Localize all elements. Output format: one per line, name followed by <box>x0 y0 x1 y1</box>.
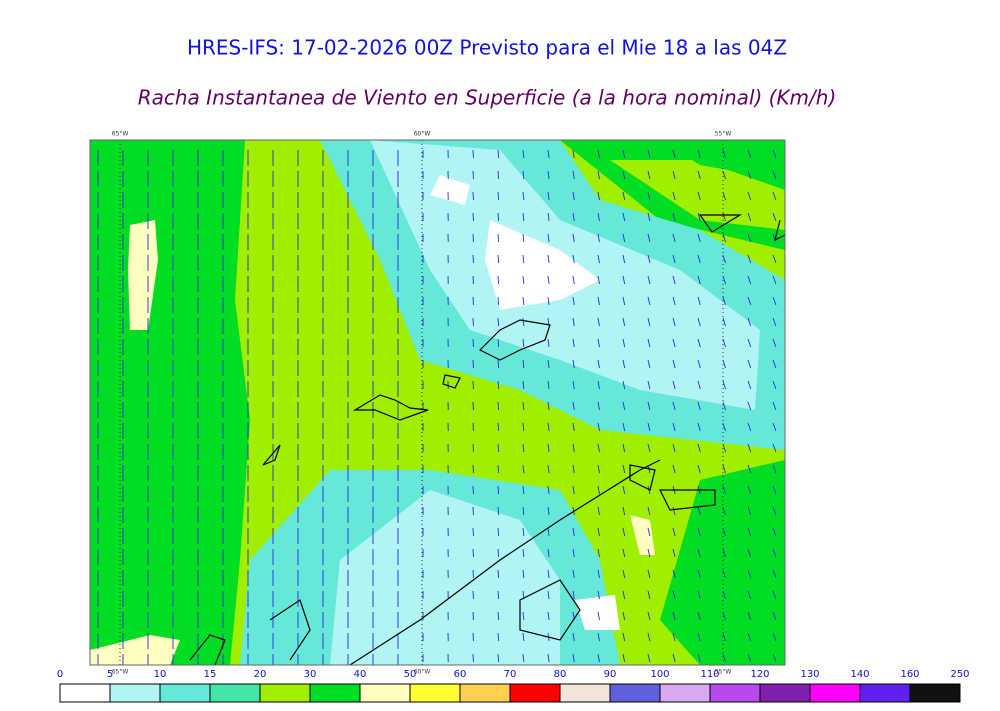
colorbar-label: 20 <box>254 669 267 680</box>
colorbar-box <box>660 684 710 702</box>
map <box>90 140 785 670</box>
colorbar-label: 15 <box>204 669 217 680</box>
colorbar-label: 80 <box>554 669 567 680</box>
colorbar-label: 160 <box>900 669 919 680</box>
colorbar-label: 110 <box>700 669 719 680</box>
title: HRES-IFS: 17-02-2026 00Z Previsto para e… <box>187 36 787 60</box>
longitude-label: 55°W <box>715 131 732 138</box>
colorbar-label: 90 <box>604 669 617 680</box>
colorbar-label: 50 <box>404 669 417 680</box>
colorbar-box <box>910 684 960 702</box>
colorbar-box <box>560 684 610 702</box>
colorbar-label: 130 <box>800 669 819 680</box>
colorbar: 0 5 10 15 20 30 40 50 60 70 80 90 100 110 120 130 140 160… <box>57 669 970 702</box>
longitude-label: 65°W <box>112 669 129 676</box>
colorbar-label: 30 <box>304 669 317 680</box>
colorbar-box <box>860 684 910 702</box>
colorbar-box <box>60 684 110 702</box>
colorbar-box <box>210 684 260 702</box>
colorbar-box <box>410 684 460 702</box>
colorbar-box <box>610 684 660 702</box>
colorbar-label: 250 <box>950 669 969 680</box>
colorbar-label: 100 <box>650 669 669 680</box>
longitude-label: 65°W <box>112 131 129 138</box>
colorbar-box <box>710 684 760 702</box>
longitude-label: 60°W <box>414 131 431 138</box>
colorbar-label: 70 <box>504 669 517 680</box>
colorbar-label: 60 <box>454 669 467 680</box>
colorbar-box <box>310 684 360 702</box>
colorbar-label: 40 <box>354 669 367 680</box>
colorbar-box <box>510 684 560 702</box>
colorbar-box <box>260 684 310 702</box>
colorbar-label: 120 <box>750 669 769 680</box>
colorbar-label: 140 <box>850 669 869 680</box>
colorbar-box <box>460 684 510 702</box>
colorbar-box <box>110 684 160 702</box>
colorbar-label: 0 <box>57 669 63 680</box>
colorbar-label: 10 <box>154 669 167 680</box>
subtitle: Racha Instantanea de Viento en Superfici… <box>138 86 837 110</box>
colorbar-label: 5 <box>107 669 113 680</box>
colorbar-box <box>810 684 860 702</box>
colorbar-box <box>760 684 810 702</box>
colorbar-box <box>160 684 210 702</box>
colorbar-box <box>360 684 410 702</box>
